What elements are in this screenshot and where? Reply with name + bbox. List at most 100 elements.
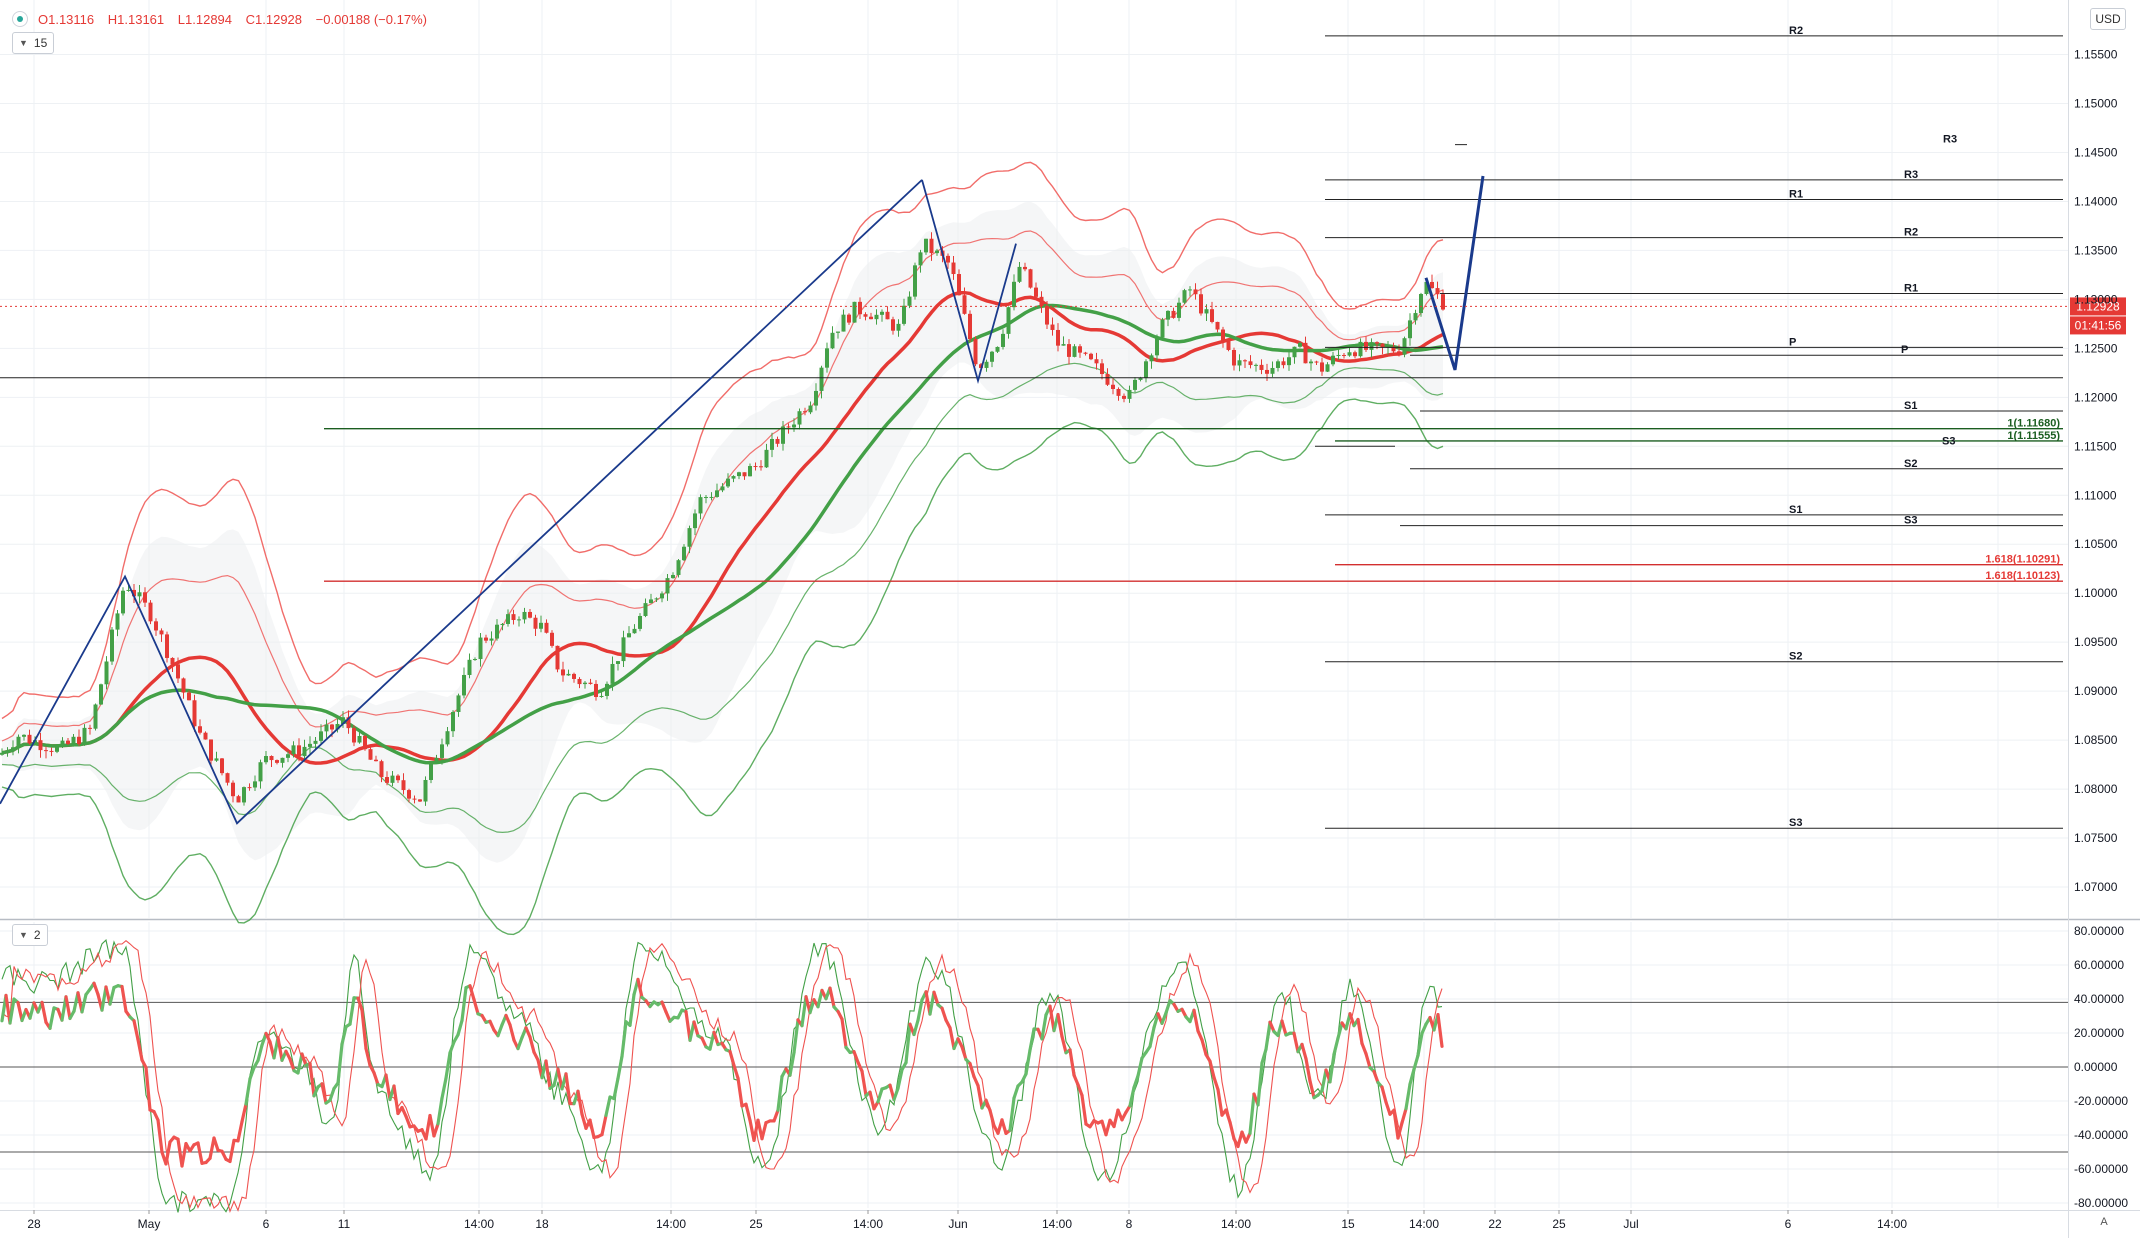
oscillator-signal-segment xyxy=(256,1043,264,1063)
candle xyxy=(1430,281,1434,289)
oscillator-slow-line xyxy=(1,939,1443,1214)
candle xyxy=(1248,361,1253,366)
candle xyxy=(231,782,235,797)
oscillator-signal-segment xyxy=(1356,1017,1364,1046)
moving-average-red xyxy=(1,290,1444,765)
candle xyxy=(1155,337,1159,356)
candle xyxy=(1243,360,1247,362)
oscillator-signal-segment xyxy=(448,1040,456,1055)
candle xyxy=(962,295,967,314)
main-pane-toggle[interactable]: ▼ 15 xyxy=(12,32,55,54)
oscillator-signal-segment xyxy=(636,977,644,1000)
lower-band-outer xyxy=(1,398,1444,936)
oscillator-signal-segment xyxy=(132,1019,140,1042)
candle xyxy=(363,736,367,750)
candle xyxy=(297,745,301,757)
oscillator-signal-segment xyxy=(860,1069,868,1098)
oscillator-tick-label: -20.00000 xyxy=(2074,1094,2128,1108)
level-label: S1 xyxy=(1904,400,1917,412)
candle xyxy=(924,238,928,253)
candle xyxy=(847,314,851,323)
candle xyxy=(583,682,587,685)
candle xyxy=(126,589,131,591)
upper-band-outer xyxy=(1,161,1444,720)
oscillator-signal-segment xyxy=(428,1113,436,1138)
time-tick-label: 14:00 xyxy=(1042,1217,1072,1231)
price-tick-label: 1.11500 xyxy=(2074,439,2117,453)
ohlc-values: O1.13116 H1.13161 L1.12894 C1.12928 −0.0… xyxy=(38,12,437,27)
price-tick-label: 1.15000 xyxy=(2074,97,2118,111)
candle xyxy=(814,390,818,406)
time-tick-label: 15 xyxy=(1341,1217,1355,1231)
oscillator-signal-segment xyxy=(588,1118,596,1140)
oscillator-pane-toggle[interactable]: ▼ 2 xyxy=(12,924,48,946)
oscillator-signal-segment xyxy=(156,1118,164,1154)
oscillator-signal-segment xyxy=(180,1141,188,1168)
price-tick-label: 1.07000 xyxy=(2074,880,2118,894)
candle xyxy=(71,736,76,744)
candle xyxy=(830,332,835,349)
candle xyxy=(1083,352,1088,354)
oscillator-signal-segment xyxy=(340,1025,348,1046)
candle xyxy=(852,301,857,323)
candle xyxy=(451,711,455,732)
candle xyxy=(528,611,532,618)
candle xyxy=(1023,266,1027,270)
candle xyxy=(1067,344,1071,357)
candle xyxy=(759,466,763,468)
oscillator-signal-segment xyxy=(1384,1100,1392,1116)
oscillator-signal-segment xyxy=(108,985,116,1006)
candle xyxy=(1045,306,1049,325)
oscillator-signal-segment xyxy=(460,986,468,1023)
time-tick-label: 25 xyxy=(749,1217,763,1231)
currency-selector[interactable]: USD xyxy=(2090,8,2126,30)
oscillator-signal-segment xyxy=(1260,1047,1268,1065)
oscillator-signal-segment xyxy=(1028,1027,1036,1052)
candle xyxy=(1127,389,1132,399)
level-label: S3 xyxy=(1942,435,1955,447)
candle xyxy=(720,486,725,491)
oscillator-signal-segment xyxy=(348,996,356,1026)
candle xyxy=(1303,342,1308,364)
candle xyxy=(913,265,917,297)
close-value: C1.12928 xyxy=(245,11,303,27)
candle xyxy=(1094,359,1099,364)
oscillator-signal-segment xyxy=(1400,1107,1408,1125)
candle xyxy=(1408,320,1412,339)
candle xyxy=(1336,354,1341,356)
market-status-icon[interactable] xyxy=(12,11,28,27)
candle xyxy=(693,513,697,529)
oscillator-signal-segment xyxy=(904,1022,912,1065)
candle xyxy=(1276,361,1280,368)
auto-scale-button[interactable]: A xyxy=(2100,1216,2108,1228)
candle xyxy=(258,762,263,782)
candle xyxy=(352,728,356,743)
candle xyxy=(990,351,994,362)
candle xyxy=(368,749,373,760)
candle xyxy=(957,274,961,296)
chevron-down-icon: ▼ xyxy=(19,38,28,48)
price-tick-label: 1.10500 xyxy=(2074,537,2118,551)
oscillator-signal-segment xyxy=(1136,1056,1144,1078)
oscillator-signal-segment xyxy=(8,997,16,1025)
oscillator-signal-segment xyxy=(1164,998,1172,1015)
candle xyxy=(137,592,142,597)
candle xyxy=(709,496,714,498)
level-label: P xyxy=(1789,336,1796,348)
candle xyxy=(170,657,175,665)
candle xyxy=(594,683,598,697)
candle xyxy=(1270,367,1275,374)
oscillator-signal-segment xyxy=(528,1035,536,1054)
candle xyxy=(324,724,329,732)
candle xyxy=(148,602,153,622)
trend-line-zigzag-down xyxy=(921,179,1017,385)
oscillator-signal-segment xyxy=(64,995,72,1021)
time-tick-label: 14:00 xyxy=(1221,1217,1251,1231)
oscillator-tick-label: -40.00000 xyxy=(2074,1128,2128,1142)
oscillator-signal-segment xyxy=(1304,1057,1312,1083)
time-tick-label: 14:00 xyxy=(1877,1217,1907,1231)
candle xyxy=(1177,302,1181,318)
candle xyxy=(401,780,406,791)
